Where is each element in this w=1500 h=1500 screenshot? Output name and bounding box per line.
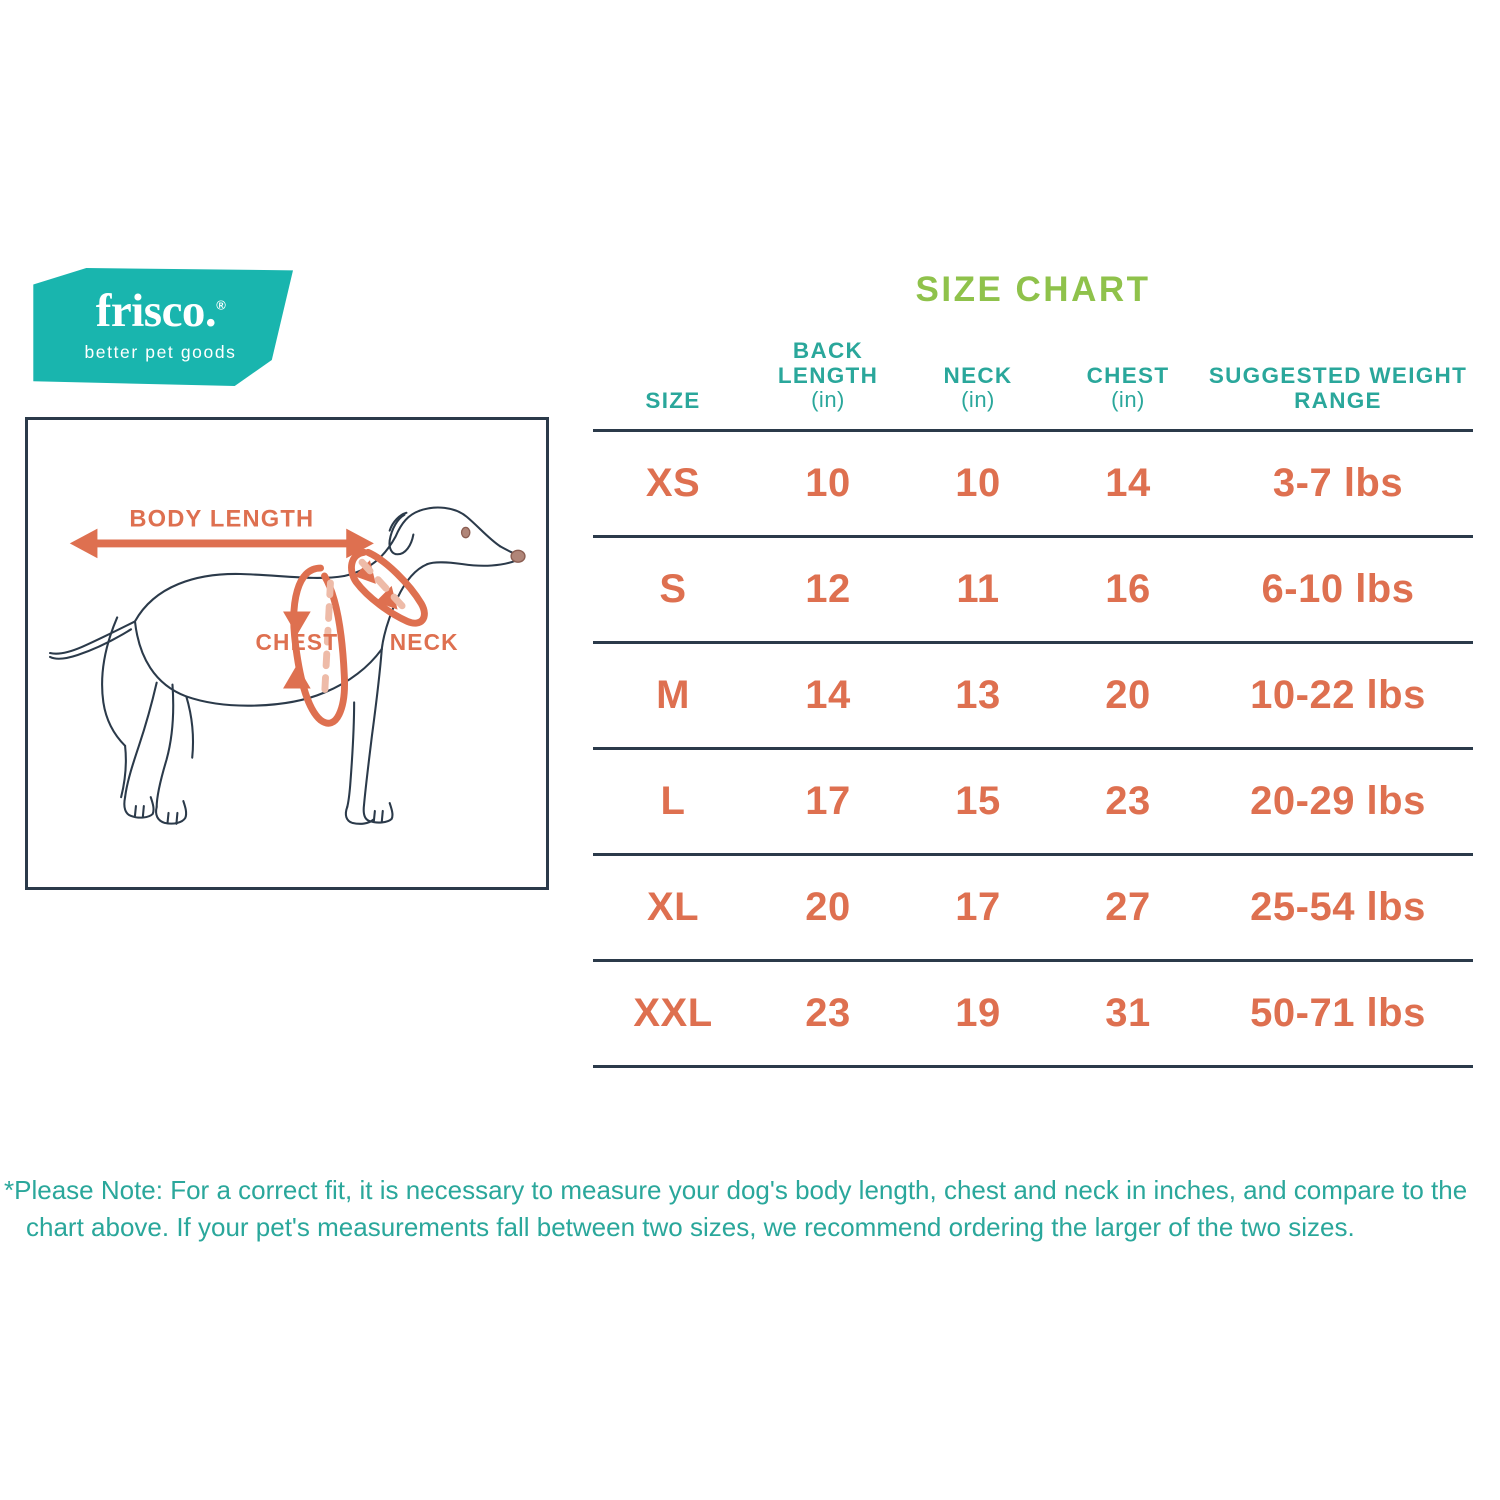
chest-cell: 31 (1053, 960, 1203, 1068)
neck-cell: 17 (903, 854, 1053, 962)
footnote-line-1: Please Note: For a correct fit, it is ne… (14, 1175, 1468, 1205)
weight-range-cell: 6-10 lbs (1203, 536, 1473, 644)
logo-tagline: better pet goods (84, 342, 237, 362)
column-header-back-length: BACK LENGTH (in) (753, 338, 903, 432)
table-row: XS 10 10 14 3-7 lbs (593, 430, 1473, 538)
table-row: L 17 15 23 20-29 lbs (593, 748, 1473, 856)
weight-range-cell: 3-7 lbs (1203, 430, 1473, 538)
table-row: XL 20 17 27 25-54 lbs (593, 854, 1473, 962)
table-row: XXL 23 19 31 50-71 lbs (593, 960, 1473, 1068)
back-length-cell: 17 (753, 748, 903, 856)
column-header-weight-range-label: SUGGESTED WEIGHT RANGE (1208, 362, 1468, 413)
size-cell: XS (593, 430, 753, 538)
chest-cell: 16 (1053, 536, 1203, 644)
back-length-cell: 23 (753, 960, 903, 1068)
column-header-chest: CHEST (in) (1053, 338, 1203, 432)
body-length-arrow-icon (69, 528, 374, 559)
dog-outline (49, 506, 519, 825)
neck-cell: 13 (903, 642, 1053, 750)
column-header-chest-unit: (in) (1111, 387, 1145, 413)
weight-range-cell: 25-54 lbs (1203, 854, 1473, 962)
weight-range-cell: 20-29 lbs (1203, 748, 1473, 856)
dog-eye-icon (460, 526, 471, 539)
chest-cell: 20 (1053, 642, 1203, 750)
size-cell: M (593, 642, 753, 750)
neck-cell: 15 (903, 748, 1053, 856)
footnote: *Please Note: For a correct fit, it is n… (4, 1172, 1496, 1246)
size-chart-section: SIZE CHART SIZE BACK LENGTH (in) NECK (i… (593, 270, 1473, 1068)
neck-cell: 11 (903, 536, 1053, 644)
footnote-asterisk: * (4, 1175, 15, 1205)
back-length-cell: 14 (753, 642, 903, 750)
chest-label: CHEST (255, 629, 338, 655)
back-length-cell: 10 (753, 430, 903, 538)
column-header-size-label: SIZE (645, 387, 701, 413)
chest-cell: 27 (1053, 854, 1203, 962)
chest-cell: 14 (1053, 430, 1203, 538)
column-header-weight-range: SUGGESTED WEIGHT RANGE (1203, 338, 1473, 432)
chest-cell: 23 (1053, 748, 1203, 856)
logo-wordmark-text: frisco. (95, 285, 217, 337)
dog-nose-icon (510, 549, 526, 563)
footnote-line-2: chart above. If your pet's measurements … (26, 1211, 1355, 1242)
brand-logo: frisco.® better pet goods (28, 268, 293, 386)
weight-range-cell: 50-71 lbs (1203, 960, 1473, 1068)
weight-range-cell: 10-22 lbs (1203, 642, 1473, 750)
column-header-neck: NECK (in) (903, 338, 1053, 432)
table-row: S 12 11 16 6-10 lbs (593, 536, 1473, 644)
chest-loop-icon (283, 564, 348, 727)
back-length-cell: 20 (753, 854, 903, 962)
body-length-label: BODY LENGTH (129, 507, 314, 533)
registered-trademark-icon: ® (216, 297, 226, 313)
neck-label: NECK (390, 629, 459, 655)
column-header-chest-label: CHEST (1086, 363, 1170, 389)
size-chart-title: SIZE CHART (915, 270, 1151, 309)
column-header-neck-label: NECK (943, 363, 1013, 389)
size-cell: XL (593, 854, 753, 962)
size-cell: XXL (593, 960, 753, 1068)
size-chart-table: SIZE BACK LENGTH (in) NECK (in) CHEST (i… (593, 338, 1473, 1068)
neck-loop-icon (348, 548, 428, 627)
neck-cell: 19 (903, 960, 1053, 1068)
column-header-neck-unit: (in) (961, 387, 995, 413)
column-header-back-length-label: BACK LENGTH (777, 338, 879, 389)
dog-diagram-svg: BODY LENGTH CHEST NECK (49, 506, 526, 825)
logo-wordmark: frisco.® (28, 288, 293, 335)
table-header-row: SIZE BACK LENGTH (in) NECK (in) CHEST (i… (593, 338, 1473, 432)
neck-dashed-line (358, 558, 409, 614)
size-cell: L (593, 748, 753, 856)
logo-banner-shape (33, 268, 293, 386)
column-header-back-length-unit: (in) (811, 387, 845, 413)
size-cell: S (593, 536, 753, 644)
column-header-size: SIZE (593, 338, 753, 432)
table-row: M 14 13 20 10-22 lbs (593, 642, 1473, 750)
neck-cell: 10 (903, 430, 1053, 538)
chest-dashed-line (321, 579, 334, 700)
dog-measurement-illustration: BODY LENGTH CHEST NECK (25, 417, 549, 890)
back-length-cell: 12 (753, 536, 903, 644)
